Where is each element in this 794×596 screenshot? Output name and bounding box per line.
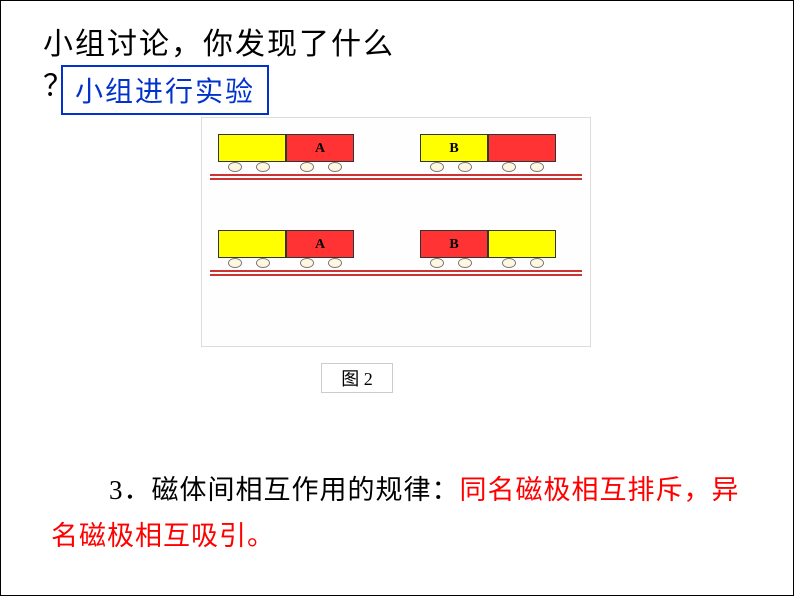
pole-right xyxy=(488,134,556,162)
text-black: 磁体间相互作用的规律： xyxy=(152,475,460,505)
wheels xyxy=(420,162,556,174)
body-text: 3．磁体间相互作用的规律：同名磁极相互排斥，异名磁极相互吸引。 xyxy=(51,467,743,559)
diagram-caption: 图 2 xyxy=(321,363,393,393)
wheel xyxy=(328,162,342,172)
subtitle-box: 小组进行实验 xyxy=(61,65,269,115)
wheel xyxy=(530,162,544,172)
pole-left xyxy=(218,230,286,258)
subtitle-text: 小组进行实验 xyxy=(75,77,255,108)
pole-right xyxy=(488,230,556,258)
wheel xyxy=(458,258,472,268)
wheels xyxy=(218,258,354,270)
wheel xyxy=(256,258,270,268)
magnet-cart: B xyxy=(420,134,556,174)
track-top xyxy=(210,174,582,180)
wheels xyxy=(420,258,556,270)
wheel xyxy=(502,162,516,172)
wheel xyxy=(256,162,270,172)
rail xyxy=(210,270,582,272)
diagram: A B A B xyxy=(201,117,591,347)
pole-right: A xyxy=(286,134,354,162)
pole-left: B xyxy=(420,230,488,258)
pole-left: B xyxy=(420,134,488,162)
num: 3． xyxy=(109,475,152,505)
wheel xyxy=(530,258,544,268)
wheel xyxy=(430,162,444,172)
rail xyxy=(210,174,582,176)
wheel xyxy=(300,162,314,172)
pole-left xyxy=(218,134,286,162)
magnet-cart: A xyxy=(218,230,354,270)
magnet-cart: B xyxy=(420,230,556,270)
wheel xyxy=(300,258,314,268)
rail xyxy=(210,178,582,180)
wheel xyxy=(502,258,516,268)
wheel xyxy=(458,162,472,172)
wheels xyxy=(218,162,354,174)
page-title: 小组讨论，你发现了什么 xyxy=(43,19,395,63)
magnet-cart: A xyxy=(218,134,354,174)
wheel xyxy=(328,258,342,268)
track-bottom xyxy=(210,270,582,276)
wheel xyxy=(228,258,242,268)
rail xyxy=(210,274,582,276)
wheel xyxy=(430,258,444,268)
pole-right: A xyxy=(286,230,354,258)
wheel xyxy=(228,162,242,172)
